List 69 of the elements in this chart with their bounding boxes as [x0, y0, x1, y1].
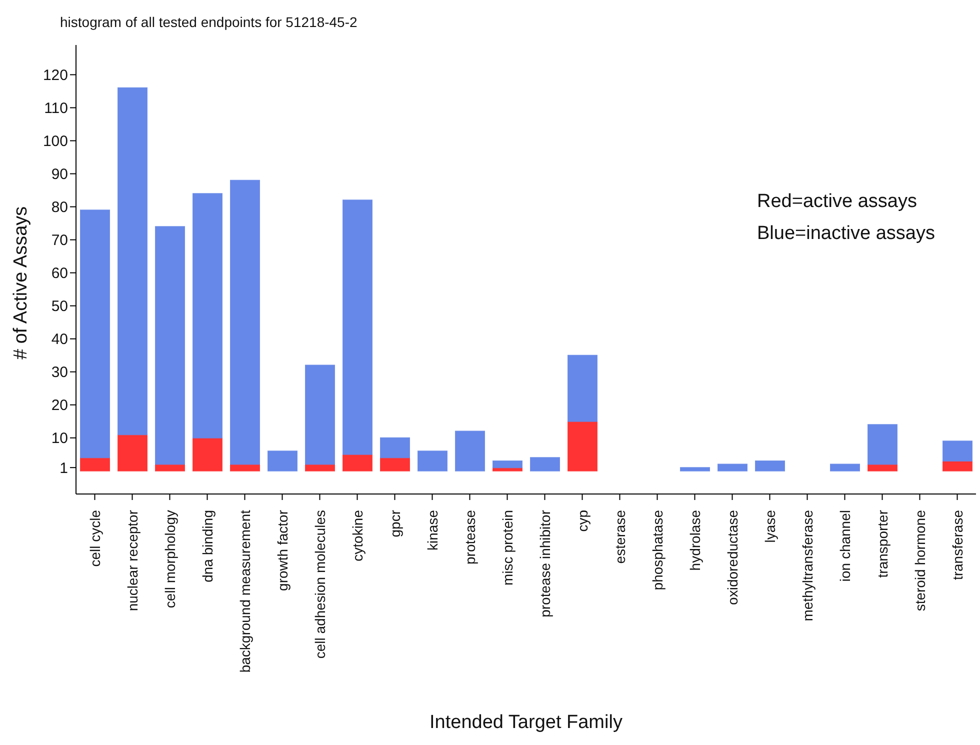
y-tick-label: 40	[51, 331, 68, 348]
x-tick-label: transferase	[949, 510, 966, 580]
y-tick-label: 10	[51, 430, 68, 448]
x-tick-label: phosphatase	[649, 510, 666, 590]
bar	[118, 434, 148, 472]
x-tick-label: cell cycle	[86, 510, 103, 567]
x-tick-label: kinase	[424, 510, 440, 550]
y-tick-label: 30	[51, 364, 68, 382]
bar	[868, 424, 898, 465]
x-tick-label: nuclear receptor	[124, 510, 140, 612]
y-axis-title: # of Active Assays	[10, 206, 32, 360]
x-tick-label: cytokine	[349, 510, 366, 562]
bar	[80, 457, 110, 472]
y-tick-label: 100	[42, 133, 68, 150]
x-tick-label: oxidoreductase	[724, 510, 740, 605]
x-tick-label: methyltransferase	[799, 510, 816, 622]
x-tick-label: esterase	[612, 510, 628, 564]
x-tick-label: hydrolase	[686, 510, 703, 571]
bar	[492, 460, 522, 468]
bar	[568, 420, 598, 472]
x-tick-label: gpcr	[386, 510, 403, 538]
bar	[305, 364, 335, 465]
bar	[80, 210, 110, 458]
annotation: Red=active assays	[757, 191, 917, 213]
y-tick-label: 60	[51, 265, 68, 282]
y-tick-label: 120	[42, 67, 68, 84]
bar	[192, 193, 222, 438]
bar	[755, 460, 785, 472]
bar	[118, 87, 148, 436]
x-tick-label: cell adhesion molecules	[312, 510, 328, 659]
y-tick-label: 90	[51, 166, 68, 184]
bar	[380, 457, 410, 472]
bar	[418, 450, 448, 472]
bar	[155, 226, 185, 465]
x-tick-label: steroid hormone	[912, 510, 928, 612]
x-tick-label: cell morphology	[162, 510, 178, 608]
bar	[455, 430, 485, 472]
bar	[230, 180, 260, 465]
bar	[942, 460, 972, 472]
y-tick-label: 1	[60, 460, 68, 477]
x-tick-label: lyase	[762, 510, 778, 543]
x-tick-label: background measurement	[236, 510, 253, 673]
y-tick-label: 20	[51, 397, 68, 414]
x-tick-label: protease	[462, 510, 478, 564]
bar	[530, 457, 560, 472]
x-tick-label: protease inhibitor	[536, 510, 553, 618]
y-tick-label: 70	[51, 232, 68, 250]
bar	[568, 354, 598, 422]
chart-title: histogram of all tested endpoints for 51218-45-2	[60, 14, 358, 30]
bar	[380, 437, 410, 458]
y-tick-label: 80	[51, 199, 68, 216]
bar	[268, 450, 298, 472]
x-tick-label: dna binding	[199, 510, 216, 582]
x-tick-label: misc protein	[499, 510, 516, 586]
bar	[342, 454, 372, 472]
x-tick-label: growth factor	[274, 510, 290, 591]
x-tick-label: cyp	[574, 510, 590, 532]
x-tick-label: ion channel	[836, 510, 853, 582]
bar	[192, 437, 222, 472]
bar	[680, 467, 710, 472]
bar	[942, 440, 972, 462]
bar	[830, 464, 860, 472]
bar	[718, 464, 748, 472]
y-tick-label: 50	[51, 298, 68, 316]
annotation: Blue=inactive assays	[757, 223, 935, 245]
bar	[342, 200, 372, 455]
x-axis-title: Intended Target Family	[430, 712, 623, 733]
x-tick-label: transporter	[874, 510, 890, 578]
y-tick-label: 110	[44, 100, 68, 118]
